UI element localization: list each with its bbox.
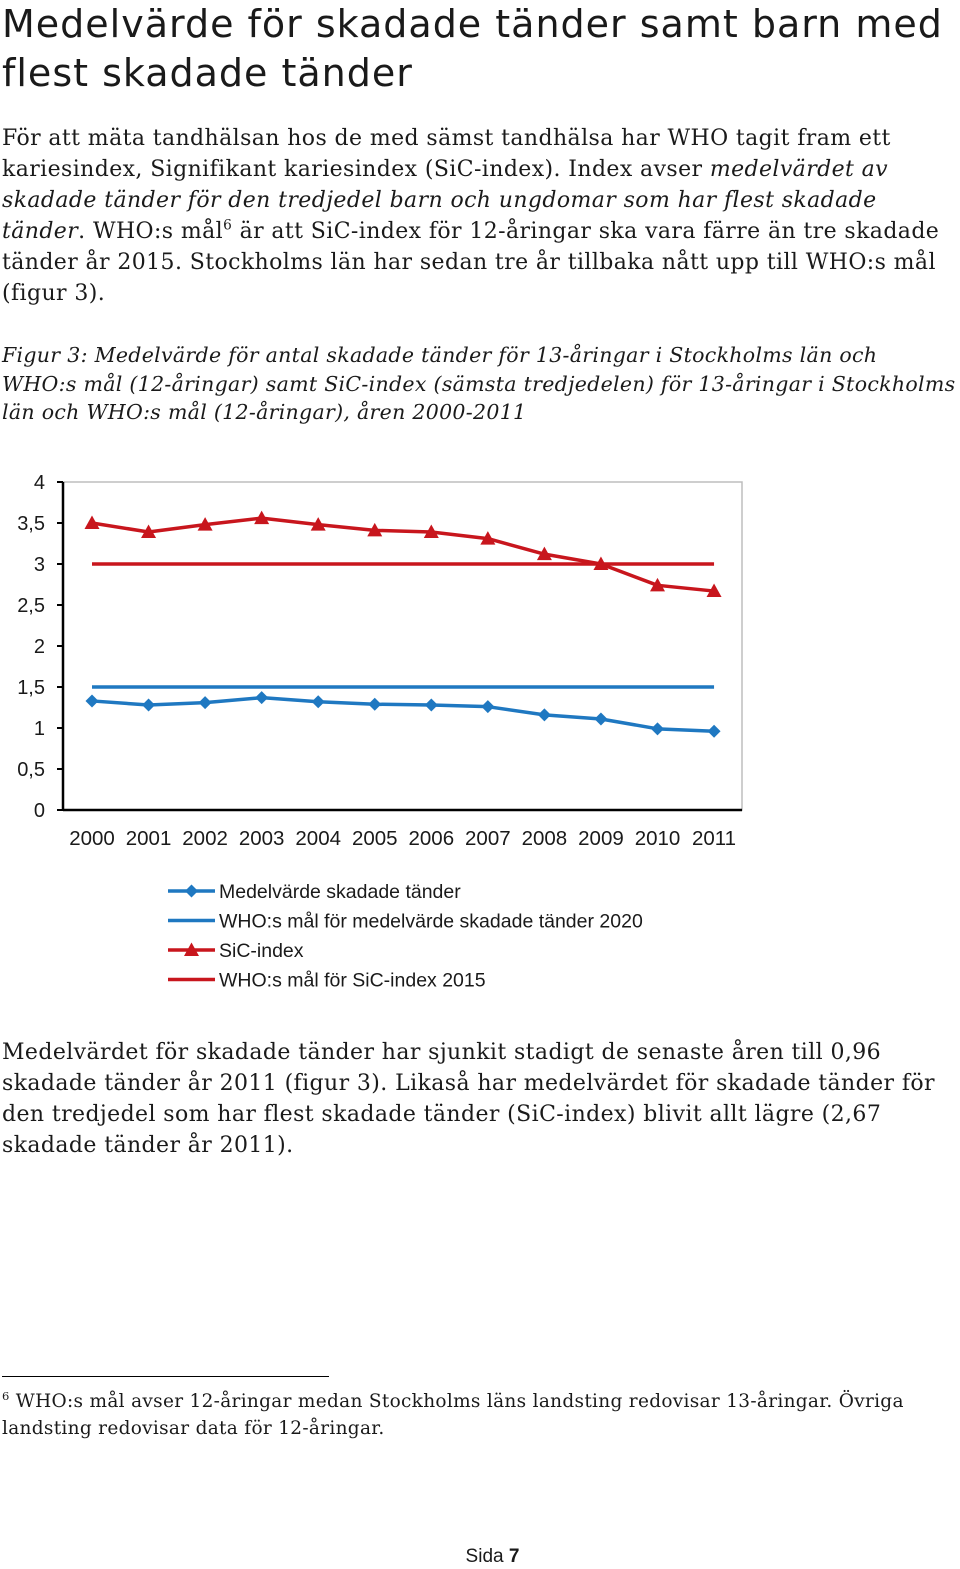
series-1-point [142,698,156,712]
y-tick-label: 2 [34,636,45,658]
figure-caption: Figur 3: Medelvärde för antal skadade tä… [2,343,956,424]
series-line-3 [91,516,715,593]
footnote: 6 WHO:s mål avser 12-åringar medan Stock… [2,1388,952,1442]
x-tick-label: 2008 [522,827,568,850]
y-tick-label: 3,5 [17,513,45,535]
series-3-point [650,577,665,592]
series-1-point [594,712,608,726]
series-1-point [311,695,325,709]
legend-marker-3 [184,942,199,956]
footnote-number: 6 [2,1388,10,1403]
series-line-1 [91,695,715,734]
x-tick-label: 2006 [408,827,454,850]
series-1-point [537,708,551,722]
series-3-point [536,546,552,561]
series-1-point [481,700,495,714]
page-number: Sida 7 [0,1546,960,1568]
x-tick-label: 2003 [239,827,285,850]
y-tick-label: 0,5 [17,759,45,781]
series-3-point [141,524,157,539]
series-1-point [368,697,382,711]
series-1-point [198,696,212,710]
intro-text-italic: medelvärdet av skadade tänder för den tr… [2,157,888,244]
series-3-point [480,531,496,545]
y-tick-label: 3 [34,554,45,576]
intro-text-4: är att SiC-index för 12-åringar ska vara… [2,219,940,306]
page-heading: Medelvärde för skadade tänder samt barn … [2,2,943,95]
x-tick-label: 2002 [182,827,228,850]
footnote-divider [2,1376,329,1377]
legend-marker-1 [185,884,198,898]
y-tick-label: 1 [34,718,45,740]
x-tick-label: 2001 [126,827,172,850]
intro-text-3: . WHO:s mål [78,219,224,244]
series-1-point [255,691,269,705]
legend-label-4: WHO:s mål för SiC-index 2015 [219,970,486,992]
x-tick-label: 2000 [69,827,115,850]
series-1-point [707,724,721,738]
y-tick-label: 1,5 [17,677,45,699]
intro-paragraph: För att mäta tandhälsan hos de med sämst… [2,123,957,309]
series-3-point [197,517,213,531]
footnote-text: WHO:s mål avser 12-åringar medan Stockho… [2,1391,904,1439]
series-1-point [651,722,664,736]
series-3-point [310,517,326,531]
summary-paragraph: Medelvärdet för skadade tänder har sjunk… [2,1040,935,1158]
series-1-point [424,698,438,712]
intro-text-1: För att mäta tandhälsan hos de med sämst… [2,126,891,182]
plot-frame [62,481,743,811]
series-3-point [254,510,270,525]
x-tick-label: 2004 [295,827,341,850]
line-chart: 0 0,5 1 1,5 2 2,5 3 3,5 4 2000 2001 2002 2003 2004 200… [17,472,743,992]
x-tick-label: 2011 [692,827,736,850]
legend-label-1: Medelvärde skadade tänder [219,881,461,903]
series-3-point [84,515,100,529]
series-3-point [423,524,439,539]
page-number-value: 7 [508,1546,520,1567]
y-tick-label: 0 [34,800,45,822]
legend-label-2: WHO:s mål för medelvärde skadade tänder … [219,911,643,933]
series-3-point [706,583,722,598]
page-label: Sida [465,1546,509,1567]
y-tick-label: 4 [34,472,45,494]
series-3-point [367,522,383,537]
x-tick-label: 2010 [635,827,681,850]
y-tick-label: 2,5 [17,595,45,617]
x-tick-label: 2007 [465,827,511,850]
legend-label-3: SiC-index [219,940,304,962]
x-tick-label: 2005 [352,827,398,850]
series-1-point [85,694,99,708]
footnote-reference[interactable]: 6 [223,217,233,234]
x-tick-label: 2009 [578,827,624,850]
